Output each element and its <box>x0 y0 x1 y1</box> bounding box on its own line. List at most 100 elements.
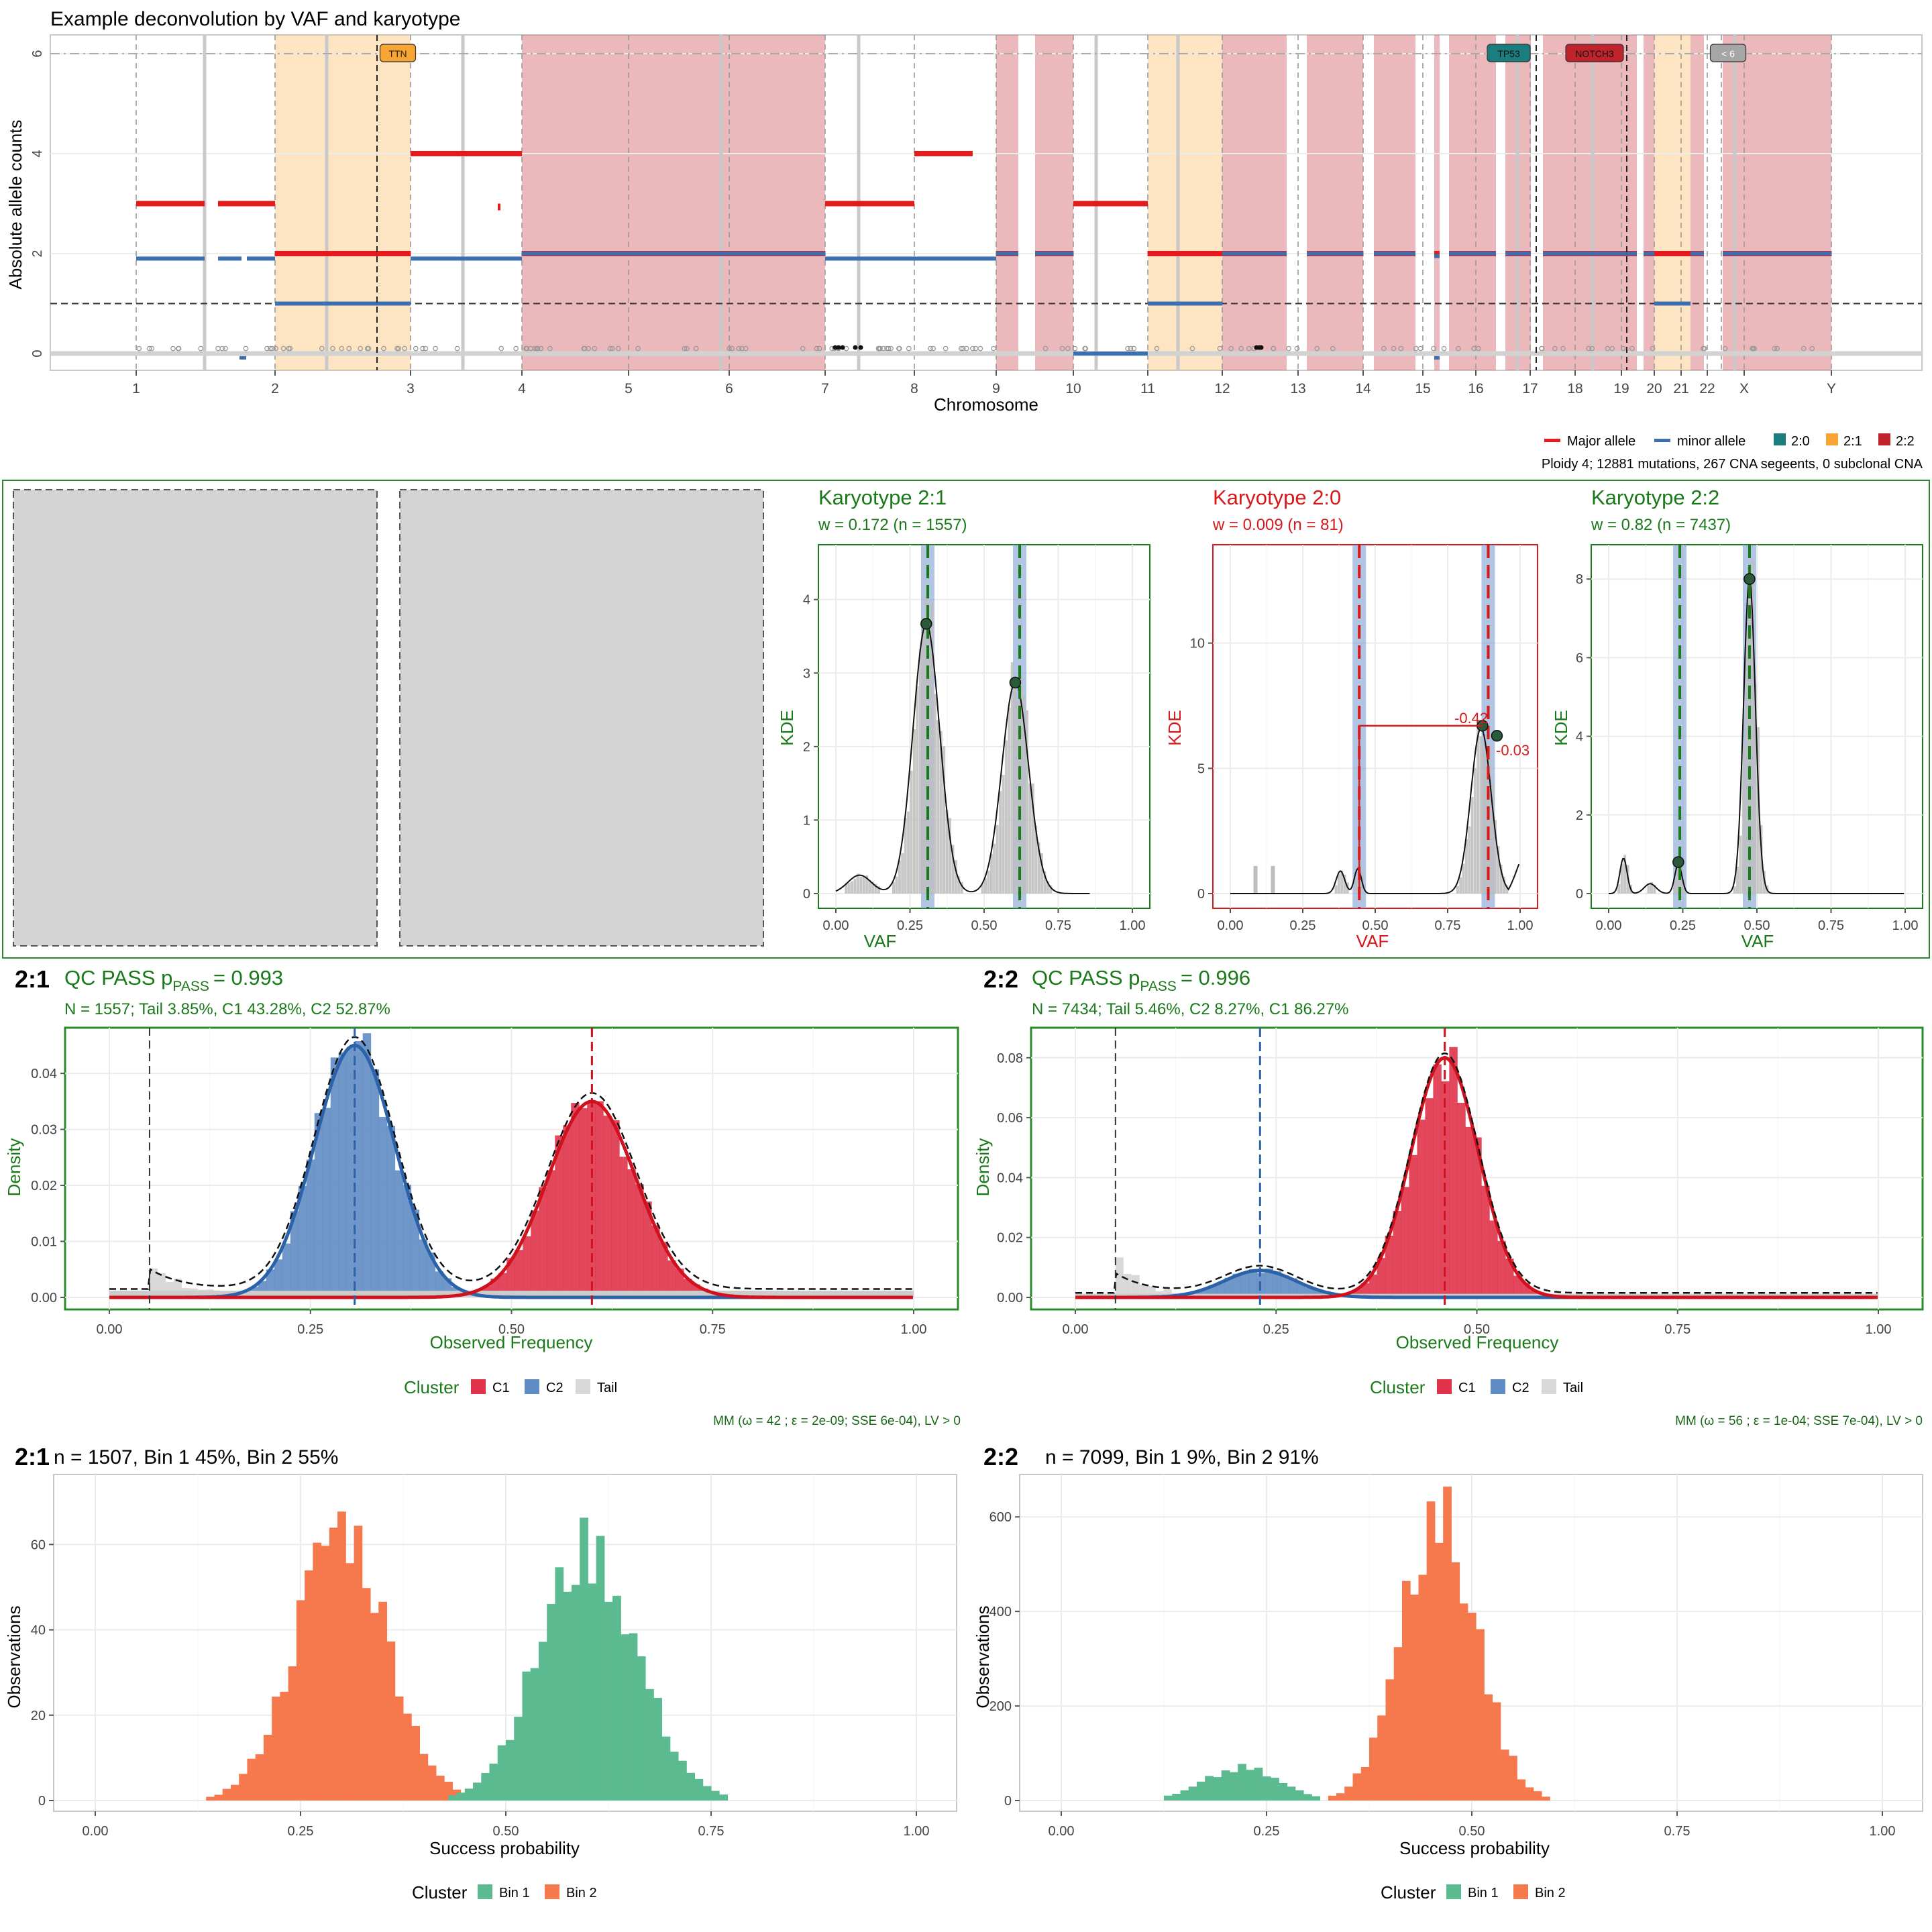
bin-22-legend: Cluster Bin 1 Bin 2 <box>1381 1882 1566 1902</box>
kde-20-hist-bar <box>1462 863 1465 894</box>
mm-22-hist-bar <box>1265 1269 1273 1297</box>
mutation-point <box>366 345 372 352</box>
bin-22-hist-bar <box>1336 1793 1345 1801</box>
mm-22-legend-title: Cluster <box>1370 1377 1426 1397</box>
bin-21-legend-key-bin1 <box>478 1884 492 1899</box>
mutation-point <box>684 345 690 352</box>
bin-21-hist-bar <box>669 1752 679 1801</box>
mutation-point <box>1294 345 1300 352</box>
kde-21-subtitle: w = 0.172 (n = 1557) <box>818 516 967 534</box>
mm-22-hist-bar <box>1425 1098 1434 1297</box>
mutation-point <box>1801 345 1807 352</box>
legend-label-21: 2:1 <box>1843 434 1862 449</box>
mm-22-legend-c2: C2 <box>1512 1381 1529 1395</box>
minor-allele-segment <box>996 252 1018 256</box>
bin-21-legend-bin2: Bin 2 <box>566 1886 597 1900</box>
genome-x-tick-label: 7 <box>821 381 829 396</box>
mm-21-hist-bar <box>298 1186 307 1297</box>
kde-panel-22: Karyotype 2:2 w = 0.82 (n = 7437) VAF KD… <box>1551 486 1923 951</box>
mutation-point <box>170 345 176 352</box>
kde-22-hist-bar <box>1617 883 1621 894</box>
mutation-point <box>1629 345 1635 352</box>
kde-22-hist-bar <box>1733 886 1736 894</box>
mutation-point <box>1589 345 1595 352</box>
mm-22-title-value: = 0.996 <box>1181 966 1250 989</box>
mutation-point <box>880 345 886 352</box>
minor-allele-segment <box>1644 252 1654 256</box>
mutation-point <box>1431 345 1436 352</box>
mm-21-hist-bar <box>419 1239 428 1297</box>
major-allele-segment <box>411 151 522 156</box>
mutation-point <box>609 345 615 352</box>
bin-21-hist-bar <box>473 1782 482 1801</box>
mutation-point <box>1552 345 1558 352</box>
mutation-point <box>833 345 838 350</box>
mutation-point <box>330 345 335 352</box>
kde-21-hist-bar <box>945 810 949 894</box>
mm-22-hist-bar <box>1385 1236 1394 1297</box>
bin-21-hist-bar <box>547 1603 555 1801</box>
mutation-point <box>149 345 155 352</box>
kde-21-peak <box>920 618 932 630</box>
karyotype-band <box>1148 35 1222 370</box>
genome-x-ticks: 1 2 3 4 5 6 7 8 9 10 11 12 13 14 15 16 17 18 19 20 21 22 X Y <box>132 370 1836 396</box>
mutation-point <box>736 345 742 352</box>
mm-21-hist-bar <box>506 1258 515 1297</box>
kde-21-hist-bar <box>916 686 919 894</box>
bin-21-hist-bar <box>580 1517 588 1801</box>
mutation-point <box>215 345 221 352</box>
genome-x-tick-label: 6 <box>725 381 733 396</box>
bin-22-x-tick: 0.00 <box>1049 1824 1075 1839</box>
bin-21-y-label: Observations <box>4 1605 24 1708</box>
mutation-point <box>727 345 732 352</box>
mm-21-c1-curve <box>109 1099 913 1299</box>
mm-21-caption: MM (ω = 42 ; ε = 2e-09; SSE 6e-04), LV >… <box>713 1414 961 1428</box>
bin-21-hist-bar <box>448 1795 458 1801</box>
mm-22-legend-key-c1 <box>1437 1379 1452 1394</box>
kde-21-hist-bar <box>1022 694 1026 894</box>
mutation-point <box>1413 345 1419 352</box>
bin-21-hist-bar <box>629 1633 638 1801</box>
bin-22-hist-bar <box>1303 1794 1312 1801</box>
bin-22-hist-bar <box>1360 1766 1370 1801</box>
bin-panel-22: 2:2 n = 7099, Bin 1 9%, Bin 2 91% Succes… <box>973 1443 1923 1902</box>
kde-21-x-tick: 0.25 <box>897 918 923 933</box>
mutation-point <box>877 345 883 352</box>
major-allele-segment <box>275 251 411 256</box>
mutation-point <box>885 345 892 352</box>
kde-21-hist-bar <box>1046 881 1049 894</box>
mm-22-x-label: Observed Frequency <box>1396 1332 1559 1352</box>
kde-21-hist-bar <box>930 602 934 894</box>
mm-21-y-tick: 0.04 <box>31 1067 57 1081</box>
mm-22-hist-bar <box>1505 1258 1514 1297</box>
mm-22-tail-bar <box>1131 1275 1140 1297</box>
mm-21-hist-bar <box>571 1103 580 1297</box>
kde-20-title: Karyotype 2:0 <box>1213 486 1341 509</box>
bin-21-y-tick: 40 <box>31 1623 46 1638</box>
mutation-point <box>264 345 270 352</box>
mm-21-hist-bar <box>659 1242 668 1297</box>
kde-20-hist-bar <box>1479 736 1483 894</box>
mm-22-hist-bar <box>1529 1290 1538 1297</box>
karyotype-band <box>1434 35 1440 370</box>
kde-21-density-curve <box>835 623 1090 894</box>
mm-22-tail-base <box>1075 1293 1878 1297</box>
driver-label: < 6 <box>1721 48 1735 59</box>
bin-22-legend-bin2: Bin 2 <box>1535 1886 1566 1900</box>
kde-20-hist-bar <box>1485 746 1489 894</box>
genome-x-tick-label: 22 <box>1699 381 1715 396</box>
mm-22-legend-tail: Tail <box>1563 1381 1583 1395</box>
minor-allele-segment <box>1543 252 1637 256</box>
genome-y-tick: 4 <box>30 150 45 157</box>
mm-21-hist-bar <box>547 1170 555 1297</box>
mm-22-hist-bar <box>1393 1210 1402 1297</box>
mutation-point <box>1189 345 1195 352</box>
mutation-point <box>991 345 996 352</box>
bin-22-legend-bin1: Bin 1 <box>1468 1886 1499 1900</box>
kde-20-hist-bar <box>1343 874 1346 894</box>
kde-22-x-tick: 0.00 <box>1596 918 1622 933</box>
mutation-point <box>136 345 142 352</box>
mutation-point <box>1752 345 1758 352</box>
kde-22-x-tick: 0.50 <box>1744 918 1770 933</box>
mutation-point <box>498 345 504 352</box>
